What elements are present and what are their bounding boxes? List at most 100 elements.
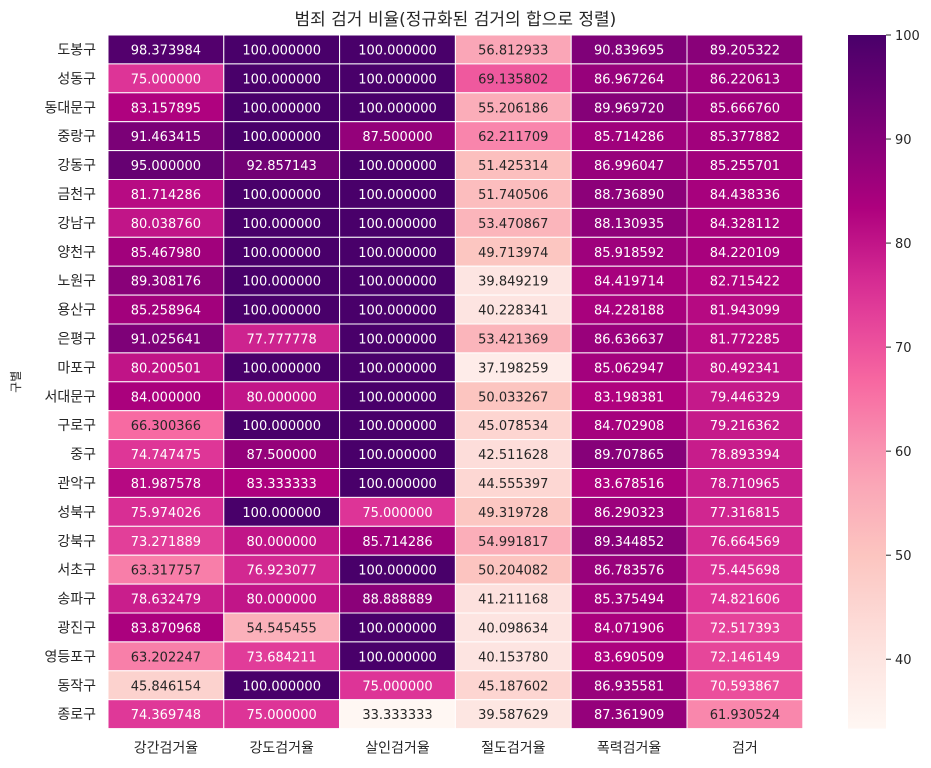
row-tick-label: 서초구: [57, 563, 96, 579]
heatmap-cell: [107, 294, 225, 325]
cell-value-label: 88.130935: [594, 217, 664, 232]
heatmap-cell: [223, 121, 341, 152]
cell-value-label: 85.258964: [131, 304, 201, 319]
cell-value-label: 89.308176: [131, 275, 201, 290]
column-tick-labels: 강간검거율 강도검거율 살인검거율 절도검거율 폭력검거율 검거: [134, 741, 758, 757]
cell-value-label: 73.684211: [247, 650, 317, 665]
cell-value-label: 63.202247: [131, 650, 201, 665]
cell-value-label: 84.438336: [710, 188, 780, 203]
cell-value-label: 85.375494: [594, 593, 664, 608]
cell-value-label: 85.714286: [362, 535, 432, 550]
heatmap-cell: [686, 410, 804, 441]
heatmap-cell: [339, 641, 456, 672]
heatmap-cell: [454, 352, 572, 383]
heatmap-cell: [107, 496, 225, 527]
heatmap-cell: [339, 207, 456, 238]
heatmap-cell: [223, 583, 341, 614]
heatmap-cell: [454, 381, 572, 412]
cell-value-label: 89.969720: [594, 101, 664, 116]
cell-value-label: 100.000000: [242, 246, 321, 261]
cell-value-label: 85.714286: [594, 130, 664, 145]
cell-value-label: 100.000000: [358, 72, 437, 87]
cell-value-label: 70.593867: [710, 679, 780, 694]
heatmap-cell: [686, 265, 804, 296]
cell-value-label: 53.470867: [478, 217, 548, 232]
heatmap-cell: [223, 265, 341, 296]
cell-value-label: 56.812933: [478, 43, 548, 58]
row-tick-label: 광진구: [57, 620, 96, 636]
colorbar-tick-label: 60: [895, 445, 912, 460]
heatmap-cell: [454, 323, 572, 354]
chart-title: 범죄 검거 비율(정규화된 검거의 합으로 정렬): [294, 10, 616, 30]
cell-value-label: 75.974026: [131, 506, 201, 521]
cell-value-label: 85.666760: [710, 101, 780, 116]
heatmap-cell: [339, 236, 456, 267]
cell-value-label: 39.849219: [478, 275, 548, 290]
cell-value-label: 100.000000: [242, 130, 321, 145]
heatmap-cell: [339, 265, 456, 296]
heatmap-cell: [570, 439, 688, 470]
heatmap-cell: [454, 612, 572, 643]
heatmap-cell: [339, 410, 456, 441]
cell-value-label: 80.000000: [247, 390, 317, 405]
heatmap-cell: [570, 468, 688, 498]
cell-value-label: 100.000000: [358, 101, 437, 116]
row-tick-label: 마포구: [57, 360, 96, 376]
heatmap-cell: [223, 294, 341, 325]
row-tick-label: 영등포구: [44, 649, 96, 665]
cell-value-label: 61.930524: [710, 708, 780, 723]
heatmap-cell: [686, 468, 804, 498]
heatmap-cell: [339, 381, 456, 412]
cell-value-label: 72.517393: [710, 621, 780, 636]
cell-value-label: 78.893394: [710, 448, 780, 463]
row-tick-label: 노원구: [57, 274, 96, 290]
cell-value-label: 80.000000: [247, 535, 317, 550]
row-tick-label: 중랑구: [57, 129, 96, 145]
row-tick-label: 금천구: [57, 187, 96, 203]
cell-value-label: 69.135802: [478, 72, 548, 87]
cell-value-label: 74.369748: [131, 708, 201, 723]
cell-value-label: 41.211168: [478, 593, 548, 608]
heatmap-cell: [454, 410, 572, 441]
cell-value-label: 100.000000: [358, 304, 437, 319]
cell-value-label: 100.000000: [358, 477, 437, 492]
heatmap-cell: [223, 612, 341, 643]
cell-value-label: 84.702908: [594, 419, 664, 434]
heatmap-cell: [570, 92, 688, 123]
colorbar-tick-label: 90: [895, 133, 912, 148]
colorbar-tick-label: 50: [895, 549, 912, 564]
heatmap-cell: [570, 150, 688, 181]
cell-value-label: 79.446329: [710, 390, 780, 405]
row-tick-label: 강북구: [57, 534, 96, 550]
cell-value-label: 81.772285: [710, 332, 780, 347]
cell-value-label: 100.000000: [242, 506, 321, 521]
heatmap-cell: [454, 699, 572, 730]
cell-value-label: 62.211709: [478, 130, 548, 145]
row-tick-label: 관악구: [57, 476, 96, 492]
cell-value-label: 74.747475: [131, 448, 201, 463]
cell-value-label: 100.000000: [358, 246, 437, 261]
heatmap-cell: [107, 323, 225, 354]
heatmap-cell: [686, 352, 804, 383]
heatmap-cell: [339, 496, 456, 527]
heatmap-cell: [686, 150, 804, 181]
heatmap-cell: [570, 583, 688, 614]
cell-value-label: 88.736890: [594, 188, 664, 203]
cell-value-label: 80.000000: [247, 593, 317, 608]
colorbar-tick-label: 40: [895, 653, 912, 668]
column-tick-label: 폭력검거율: [597, 741, 662, 757]
cell-value-label: 83.198381: [594, 390, 664, 405]
heatmap-cell: [686, 121, 804, 152]
cell-value-label: 75.000000: [362, 506, 432, 521]
row-tick-labels: 도봉구성동구동대문구중랑구강동구금천구강남구양천구노원구용산구은평구마포구서대문…: [44, 42, 96, 723]
cell-value-label: 80.038760: [131, 217, 201, 232]
heatmap-cell: [339, 34, 456, 65]
colorbar-gradient: [848, 35, 886, 729]
heatmap-cell: [686, 236, 804, 267]
row-tick-label: 동작구: [57, 678, 96, 694]
heatmap-cell: [339, 525, 456, 556]
cell-value-label: 87.500000: [247, 448, 317, 463]
row-tick-label: 강남구: [57, 216, 96, 232]
heatmap-cell: [454, 554, 572, 585]
cell-value-label: 100.000000: [358, 564, 437, 579]
